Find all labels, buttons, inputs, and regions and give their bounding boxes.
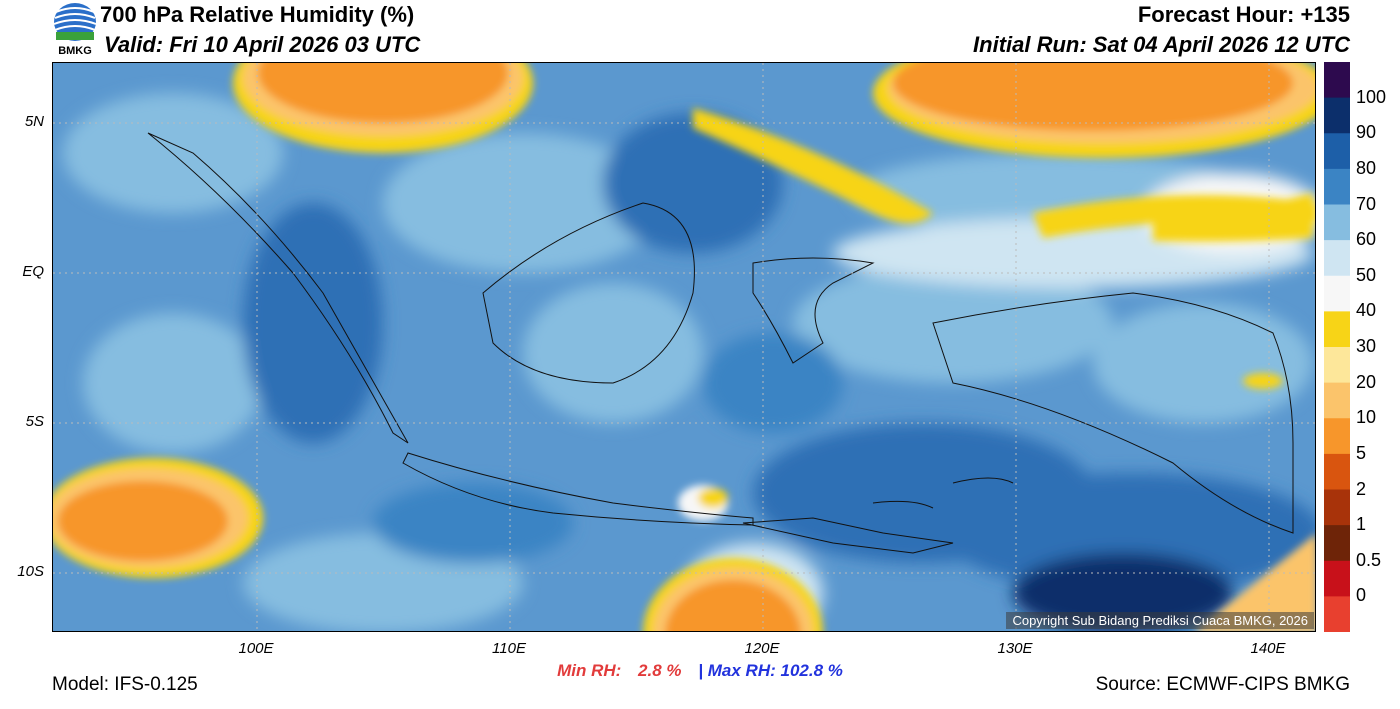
legend-swatch [1324,489,1350,526]
lon-label: 140E [1250,640,1286,657]
legend-label: 100 [1356,86,1387,107]
max-rh-label: Max RH: [707,661,776,680]
legend-label: 30 [1356,336,1377,356]
chart-title: 700 hPa Relative Humidity (%) [100,2,415,27]
separator: | [698,661,704,680]
copyright-notice: Copyright Sub Bidang Prediksi Cuaca BMKG… [1006,612,1314,629]
lon-label: 120E [744,640,780,657]
legend-label: 0.5 [1356,549,1382,570]
lat-label: 10S [17,563,44,580]
legend-swatch [1324,311,1350,348]
legend-label: 2 [1356,478,1367,499]
min-max-summary: Min RH: 2.8 % | Max RH: 102.8 % [0,661,1400,681]
legend-swatch [1324,275,1350,312]
lon-label: 130E [997,640,1033,657]
legend-label: 80 [1356,157,1377,178]
lat-label: 5S [25,413,44,430]
max-rh-value: 102.8 % [780,661,843,680]
model-label: Model: IFS-0.125 [52,674,198,695]
legend-label: 10 [1356,407,1377,428]
humidity-map [52,62,1316,632]
legend-swatch [1324,596,1350,632]
legend-colorbar [1324,62,1350,632]
legend-label: 90 [1356,122,1377,143]
legend-swatch [1324,525,1350,562]
legend-label: 5 [1356,442,1367,463]
bmkg-logo: BMKG [52,0,98,60]
min-rh-label: Min RH: [557,661,622,680]
legend-swatch [1324,560,1350,597]
legend-label: 0 [1356,585,1367,606]
bmkg-logo-icon [53,3,97,41]
lat-label: EQ [22,263,44,280]
min-rh-value: 2.8 % [638,661,682,680]
lat-label: 5N [24,113,44,130]
legend-swatch [1324,97,1350,134]
legend-swatch [1324,133,1350,170]
lon-label: 110E [492,640,526,657]
valid-time: Valid: Fri 10 April 2026 03 UTC [104,32,421,57]
legend-swatch [1324,240,1350,277]
logo-text: BMKG [58,45,92,57]
legend-swatch [1324,418,1350,455]
humidity-field [53,63,1315,631]
legend-label: 70 [1356,193,1377,214]
legend-label: 50 [1356,264,1377,285]
forecast-hour: Forecast Hour: +135 [1137,2,1350,27]
legend-label: 20 [1356,371,1377,392]
legend-swatch [1324,62,1350,99]
legend-swatch [1324,204,1350,241]
lon-label: 100E [238,640,274,657]
legend-label: 40 [1356,300,1377,321]
legend-label: 60 [1356,229,1377,250]
legend-swatch [1324,168,1350,205]
legend-swatch [1324,453,1350,490]
initial-run: Initial Run: Sat 04 April 2026 12 UTC [973,32,1350,57]
legend-swatch [1324,382,1350,419]
source-label: Source: ECMWF-CIPS BMKG [1095,674,1350,695]
legend-label: 1 [1356,514,1367,535]
legend-swatch [1324,347,1350,384]
